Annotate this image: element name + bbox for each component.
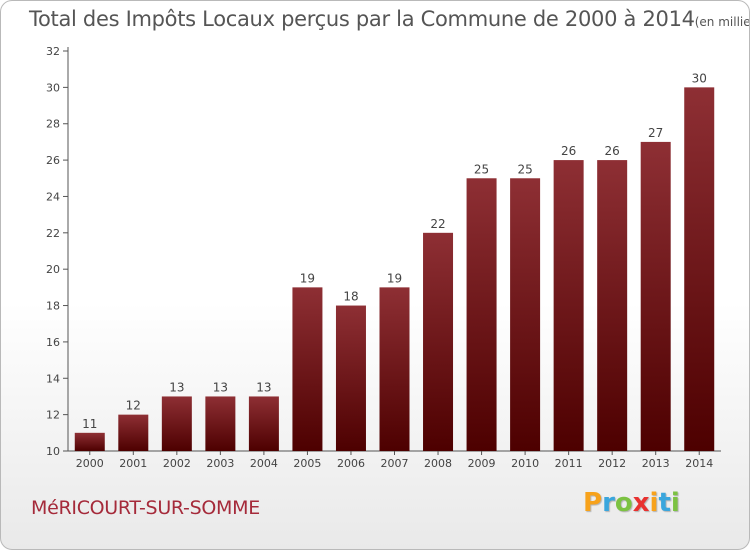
bars: 11 12 13 13 13 19 18 19 22 25 25 26 26 27 30 — [74, 71, 715, 452]
x-tick-label: 2001 — [119, 457, 147, 470]
x-tick-label: 2007 — [381, 457, 409, 470]
data-label: 13 — [256, 380, 271, 394]
x-tick-label: 2014 — [685, 457, 713, 470]
x-tick-label: 2008 — [424, 457, 452, 470]
data-label: 11 — [82, 417, 97, 431]
x-tick-label: 2003 — [206, 457, 234, 470]
data-label: 26 — [561, 144, 576, 158]
bar-2005 — [292, 287, 323, 451]
data-label: 13 — [213, 380, 228, 394]
chart-title: Total des Impôts Locaux perçus par la Co… — [29, 7, 750, 31]
data-label: 18 — [343, 290, 358, 304]
bar-2010 — [510, 178, 541, 452]
logo-letter: i — [649, 488, 659, 518]
x-tick-label: 2010 — [511, 457, 539, 470]
y-tick-label: 30 — [46, 81, 60, 94]
x-tick-label: 2005 — [293, 457, 321, 470]
y-tick-label: 10 — [46, 445, 60, 458]
y-tick-label: 22 — [46, 227, 60, 240]
y-tick-label: 18 — [46, 300, 60, 313]
bar-2009 — [466, 178, 497, 452]
y-tick-label: 26 — [46, 154, 60, 167]
data-label: 26 — [605, 144, 620, 158]
x-tick-label: 2009 — [468, 457, 496, 470]
logo-letter: x — [632, 488, 650, 518]
title-text: Total des Impôts Locaux perçus par la Co… — [29, 7, 695, 31]
bar-2012 — [597, 160, 628, 451]
y-tick-label: 32 — [46, 45, 60, 58]
y-tick-label: 24 — [46, 190, 60, 203]
y-tick-label: 14 — [46, 372, 60, 385]
data-label: 12 — [126, 399, 141, 413]
bar-2011 — [553, 160, 584, 451]
bar-2006 — [335, 305, 366, 451]
bar-2002 — [161, 396, 192, 451]
logo-letter: o — [614, 488, 633, 518]
unit-label: (en milliers d'€) — [694, 15, 750, 29]
data-label: 30 — [692, 71, 707, 85]
bar-2004 — [248, 396, 279, 451]
bar-2001 — [118, 414, 149, 451]
data-label: 19 — [300, 271, 315, 285]
x-tick-label: 2006 — [337, 457, 365, 470]
y-tick-label: 12 — [46, 409, 60, 422]
logo-letter: P — [583, 488, 603, 518]
bar-2014 — [684, 87, 715, 451]
commune-name: MéRICOURT-SUR-SOMME — [31, 497, 260, 519]
data-label: 27 — [648, 126, 663, 140]
y-tick-label: 20 — [46, 263, 60, 276]
axes: 10 12 14 16 18 20 22 24 26 28 30 32 2000 2001 2002 2003… — [46, 45, 721, 470]
data-label: 25 — [517, 162, 532, 176]
x-tick-label: 2011 — [555, 457, 583, 470]
x-tick-label: 2013 — [642, 457, 670, 470]
bar-2007 — [379, 287, 410, 451]
bar-2013 — [640, 141, 671, 451]
data-label: 13 — [169, 380, 184, 394]
x-tick-label: 2004 — [250, 457, 278, 470]
x-tick-label: 2002 — [163, 457, 191, 470]
data-label: 25 — [474, 162, 489, 176]
data-label: 22 — [430, 217, 445, 231]
y-tick-label: 16 — [46, 336, 60, 349]
x-tick-label: 2000 — [76, 457, 104, 470]
bar-2008 — [423, 232, 454, 451]
x-tick-label: 2012 — [598, 457, 626, 470]
logo-letter: r — [602, 488, 615, 518]
bar-2000 — [74, 432, 105, 451]
data-label: 19 — [387, 271, 402, 285]
logo-letter: i — [670, 488, 680, 518]
bar-2003 — [205, 396, 236, 451]
proxiti-logo: Proxiti — [583, 488, 680, 518]
y-tick-label: 28 — [46, 118, 60, 131]
logo-letter: t — [658, 488, 671, 518]
